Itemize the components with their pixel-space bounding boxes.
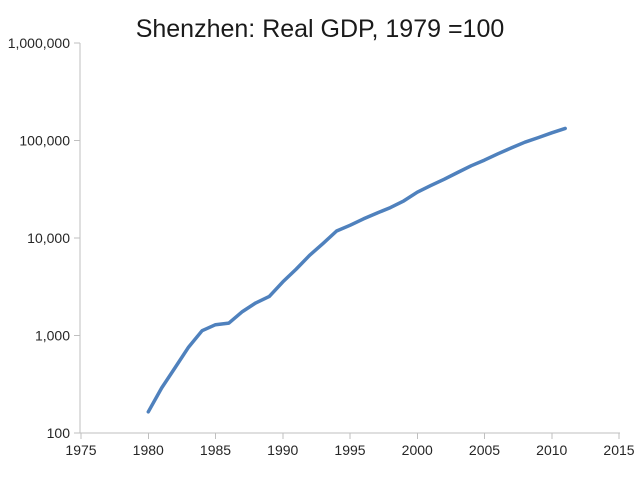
y-tick-label: 100 <box>47 425 71 441</box>
y-tick-label: 1,000 <box>35 328 70 344</box>
x-tick-label: 1980 <box>133 442 164 458</box>
series-lines <box>146 126 567 414</box>
x-tick-label: 1975 <box>65 442 96 458</box>
x-tick-label: 2015 <box>603 442 634 458</box>
x-tick-label: 2005 <box>469 442 500 458</box>
x-tick-label: 2000 <box>402 442 433 458</box>
x-tick-label: 2010 <box>536 442 567 458</box>
y-tick-label: 1,000,000 <box>8 35 70 51</box>
gdp-index-line <box>146 126 567 414</box>
y-tick-label: 10,000 <box>27 230 70 246</box>
chart-title: Shenzhen: Real GDP, 1979 =100 <box>135 15 505 43</box>
x-axis <box>80 432 620 439</box>
x-axis-tick-labels: 1975 1980 1985 1990 1995 2000 2005 2010 2015 <box>65 442 634 458</box>
x-tick-label: 1990 <box>267 442 298 458</box>
y-axis-tick-labels: 100 1,000 10,000 100,000 1,000,000 <box>8 35 71 441</box>
x-tick-label: 1995 <box>334 442 365 458</box>
y-tick-label: 100,000 <box>19 133 70 149</box>
x-tick-label: 1985 <box>200 442 231 458</box>
y-axis <box>74 42 81 434</box>
